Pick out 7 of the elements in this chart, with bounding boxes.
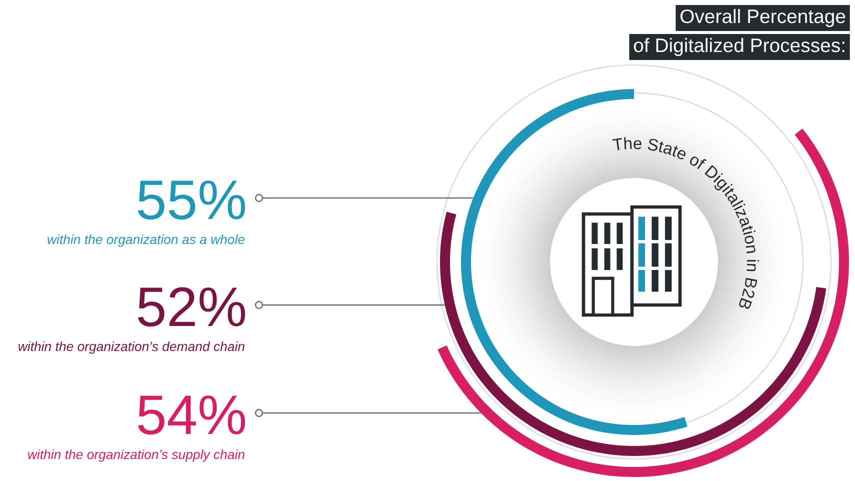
data-label: 52%	[138, 287, 246, 327]
category-label: within the organization’s demand chain	[18, 341, 244, 354]
category-label: within the organization’s supply chain	[28, 449, 244, 462]
text: Overall Percentage of Digitalized Processes:	[634, 8, 846, 56]
data-label: 54%	[138, 395, 246, 435]
category-label: within the organization as a whole	[48, 234, 245, 247]
data-label: 55%	[138, 180, 246, 220]
